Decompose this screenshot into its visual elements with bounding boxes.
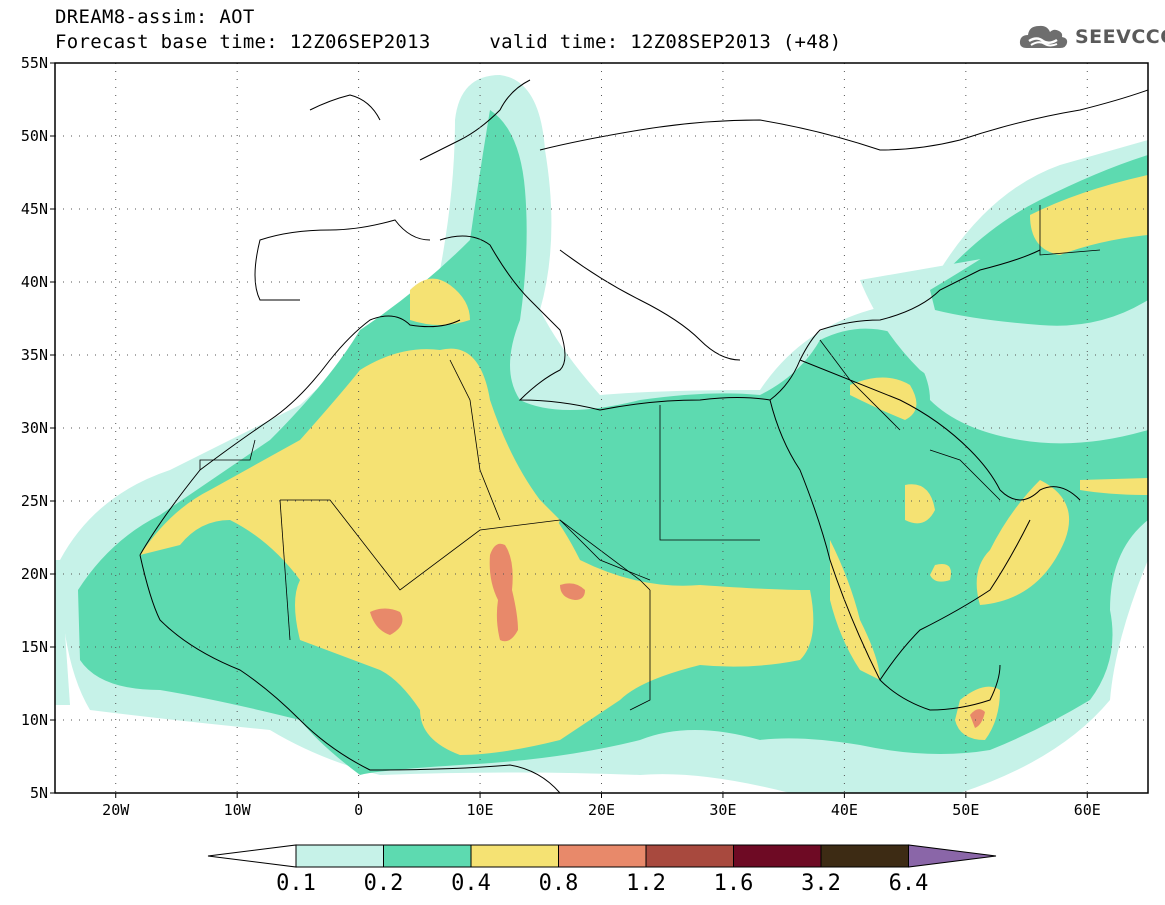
colorbar-segment [645, 844, 734, 868]
lat-label: 40N [20, 273, 48, 291]
colorbar-label: 0.4 [451, 871, 491, 896]
colorbar-label: 0.8 [538, 871, 579, 896]
lat-label: 15N [20, 638, 48, 656]
coastlines [139, 79, 1148, 793]
colorbar-arrow-low [207, 844, 297, 868]
colorbar-label: 1.6 [713, 871, 754, 896]
colorbar-segment [558, 844, 647, 868]
colorbar-segment [470, 844, 559, 868]
lat-label: 30N [20, 419, 48, 437]
aot-band-0.8 [370, 543, 985, 728]
colorbar-label: 3.2 [801, 871, 841, 896]
colorbar-segment [383, 844, 472, 868]
lon-label: 60E [1073, 801, 1101, 819]
lat-label: 35N [20, 346, 48, 364]
colorbar-label: 6.4 [888, 871, 929, 896]
logo-text: SEEVCCC [1075, 26, 1165, 48]
lat-label: 25N [20, 492, 48, 510]
map-subtitle: Forecast base time: 12Z06SEP2013 valid t… [55, 31, 842, 53]
lat-label: 20N [20, 565, 48, 583]
lat-label: 55N [20, 54, 48, 72]
lat-label: 45N [20, 200, 48, 218]
map-title: DREAM8-assim: AOT [55, 6, 255, 28]
country-borders [199, 205, 1101, 711]
lon-label: 10E [466, 801, 494, 819]
lat-label: 5N [29, 784, 48, 802]
lon-label: 20W [102, 801, 130, 819]
graticule [55, 63, 1148, 793]
colorbar-label: 0.1 [276, 871, 316, 896]
lon-label: 20E [587, 801, 616, 819]
cloud-icon [1019, 25, 1068, 48]
lat-label: 50N [20, 127, 48, 145]
lon-label: 0 [354, 801, 364, 819]
colorbar-label: 1.2 [626, 871, 666, 896]
lon-label: 10W [223, 801, 251, 819]
lon-label: 50E [952, 801, 980, 819]
colorbar-segment [295, 844, 384, 868]
lon-label: 40E [830, 801, 858, 819]
colorbar-label: 0.2 [363, 871, 404, 896]
lon-label: 30E [709, 801, 737, 819]
lat-label: 10N [20, 711, 48, 729]
colorbar-arrow-high [908, 844, 997, 868]
colorbar-segment [733, 844, 822, 868]
colorbar-segment [820, 844, 909, 868]
seevccc-logo: SEEVCCC [1017, 22, 1165, 52]
